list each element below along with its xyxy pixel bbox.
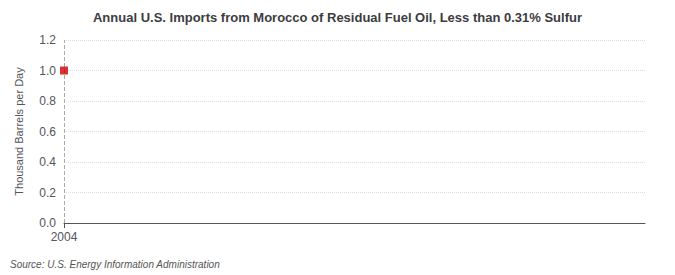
svg-text:1.0: 1.0 — [39, 64, 56, 78]
svg-text:2004: 2004 — [51, 230, 78, 244]
svg-text:0.4: 0.4 — [39, 155, 56, 169]
svg-text:Source: U.S. Energy Informatio: Source: U.S. Energy Information Administ… — [10, 259, 220, 270]
svg-text:0.0: 0.0 — [39, 216, 56, 230]
svg-text:0.2: 0.2 — [39, 186, 56, 200]
svg-text:0.6: 0.6 — [39, 125, 56, 139]
svg-text:1.2: 1.2 — [39, 33, 56, 47]
svg-text:Annual U.S. Imports from Moroc: Annual U.S. Imports from Morocco of Resi… — [93, 10, 582, 25]
svg-text:Thousand Barrels per Day: Thousand Barrels per Day — [13, 67, 25, 196]
svg-text:0.8: 0.8 — [39, 94, 56, 108]
